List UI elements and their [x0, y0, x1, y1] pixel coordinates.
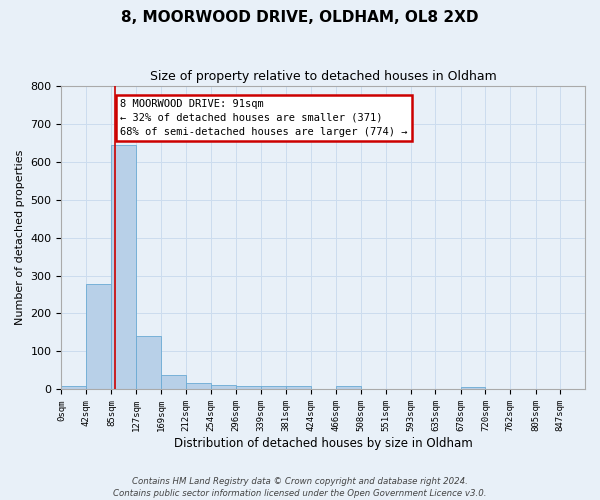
Text: Contains HM Land Registry data © Crown copyright and database right 2024.
Contai: Contains HM Land Registry data © Crown c… — [113, 476, 487, 498]
Bar — [161, 376, 186, 390]
Bar — [286, 386, 311, 390]
Text: 8 MOORWOOD DRIVE: 91sqm
← 32% of detached houses are smaller (371)
68% of semi-d: 8 MOORWOOD DRIVE: 91sqm ← 32% of detache… — [121, 99, 408, 137]
Bar — [261, 386, 286, 390]
Bar — [211, 386, 236, 390]
Bar — [186, 383, 211, 390]
Text: 8, MOORWOOD DRIVE, OLDHAM, OL8 2XD: 8, MOORWOOD DRIVE, OLDHAM, OL8 2XD — [121, 10, 479, 25]
Bar — [236, 386, 261, 390]
Bar — [112, 145, 136, 390]
Bar — [336, 386, 361, 390]
Bar — [136, 336, 161, 390]
Bar — [86, 284, 112, 390]
Title: Size of property relative to detached houses in Oldham: Size of property relative to detached ho… — [150, 70, 497, 83]
Bar — [461, 387, 485, 390]
X-axis label: Distribution of detached houses by size in Oldham: Distribution of detached houses by size … — [174, 437, 473, 450]
Y-axis label: Number of detached properties: Number of detached properties — [15, 150, 25, 325]
Bar — [61, 386, 86, 390]
